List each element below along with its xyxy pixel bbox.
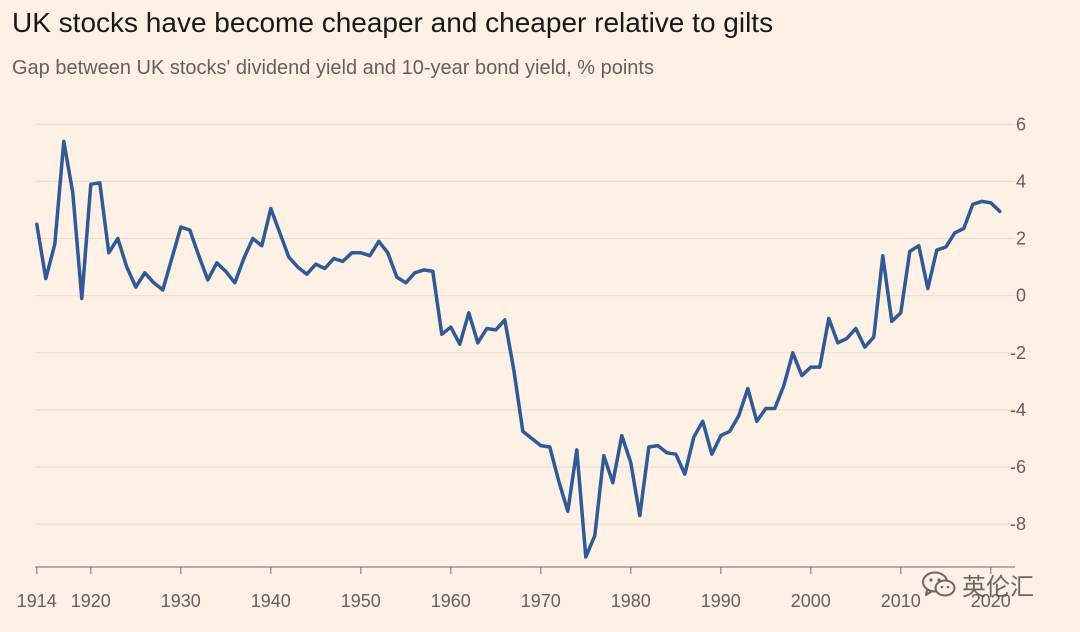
watermark-text: 英伦汇 <box>962 574 1034 601</box>
y-tick-label: -4 <box>1010 400 1026 420</box>
x-tick-label: 2010 <box>881 591 921 611</box>
gridlines <box>35 123 1015 525</box>
x-tick-label: 1960 <box>431 591 471 611</box>
x-tick-label: 2000 <box>791 591 831 611</box>
y-tick-label: 0 <box>1016 286 1026 306</box>
x-tick-label: 1970 <box>521 591 561 611</box>
y-tick-label: -6 <box>1010 457 1026 477</box>
x-tick-label: 1940 <box>251 591 291 611</box>
x-axis: 1914 1920 1930 1940 1950 1960 1970 1980 1990 2000… <box>17 566 1015 611</box>
x-tick-label: 1980 <box>611 591 651 611</box>
x-tick-label: 1920 <box>71 591 111 611</box>
y-axis: 6 4 2 0 -2 -4 -6 -8 <box>1010 114 1026 534</box>
chart-title: UK stocks have become cheaper and cheape… <box>12 7 774 38</box>
x-tick-label: 1914 <box>17 591 57 611</box>
watermark: 英伦汇 <box>922 567 1034 602</box>
x-tick-label: 1950 <box>341 591 381 611</box>
wechat-icon <box>922 571 956 599</box>
chart-subtitle: Gap between UK stocks' dividend yield an… <box>12 57 654 79</box>
x-tick-label: 2020 <box>971 591 1011 611</box>
x-tick-label: 1990 <box>701 591 741 611</box>
series-layer <box>35 139 1002 559</box>
x-tick-label: 1930 <box>161 591 201 611</box>
y-tick-label: 2 <box>1016 229 1026 249</box>
y-tick-label: -8 <box>1010 514 1026 534</box>
series-line <box>35 139 1002 559</box>
y-tick-label: -2 <box>1010 343 1026 363</box>
y-tick-label: 6 <box>1016 114 1026 134</box>
y-tick-label: 4 <box>1016 171 1026 191</box>
